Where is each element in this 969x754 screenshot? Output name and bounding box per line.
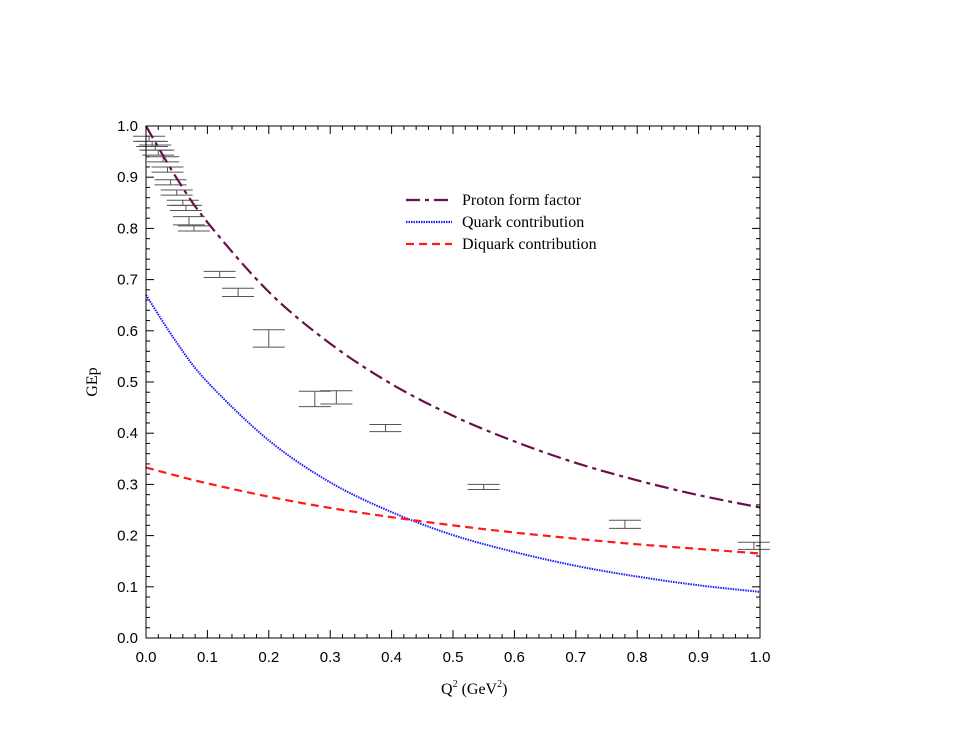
y-tick-label: 0.7 xyxy=(117,272,138,289)
data-point xyxy=(298,390,331,408)
legend-label: Diquark contribution xyxy=(462,236,597,253)
legend: Proton form factor Quark contribution Diqu… xyxy=(406,192,597,253)
data-point xyxy=(133,135,166,142)
data-point xyxy=(177,225,210,232)
x-tick-label: 0.3 xyxy=(320,649,341,666)
x-tick-label: 0.5 xyxy=(443,649,464,666)
data-point xyxy=(142,149,175,156)
data-point xyxy=(203,270,236,279)
x-tick-label: 0.1 xyxy=(197,649,218,666)
data-point xyxy=(252,329,285,348)
data-point xyxy=(136,140,169,147)
x-tick-label: 0.9 xyxy=(688,649,709,666)
x-tick-label: 0.0 xyxy=(136,649,157,666)
y-tick-label: 0.8 xyxy=(117,220,138,237)
legend-label: Quark contribution xyxy=(462,214,584,231)
data-point xyxy=(139,144,172,151)
series-line xyxy=(145,466,761,555)
data-point xyxy=(320,390,353,405)
data-point xyxy=(608,519,641,529)
x-tick-label: 0.2 xyxy=(258,649,279,666)
y-tick-label: 0.9 xyxy=(117,169,138,186)
data-point xyxy=(172,216,205,226)
y-tick-label: 0.1 xyxy=(117,579,138,596)
x-tick-label: 1.0 xyxy=(750,649,771,666)
y-tick-label: 0.5 xyxy=(117,374,138,391)
y-axis-label: GEp xyxy=(84,367,101,396)
data-point xyxy=(222,287,255,297)
y-tick-label: 1.0 xyxy=(117,118,138,135)
y-tick-label: 0.0 xyxy=(117,630,138,647)
x-tick-label: 0.4 xyxy=(381,649,402,666)
y-tick-label: 0.4 xyxy=(117,425,138,442)
data-point xyxy=(154,179,187,186)
data-point xyxy=(467,483,500,491)
data-point xyxy=(169,204,202,211)
plot-frame xyxy=(145,125,761,639)
x-tick-label: 0.6 xyxy=(504,649,525,666)
legend-label: Proton form factor xyxy=(462,192,582,209)
data-point xyxy=(737,541,770,550)
data-point xyxy=(369,423,402,433)
x-tick-label: 0.7 xyxy=(565,649,586,666)
series-line xyxy=(145,294,761,593)
data-point xyxy=(160,189,193,196)
y-tick-label: 0.2 xyxy=(117,528,138,545)
y-tick-label: 0.6 xyxy=(117,323,138,340)
series-line xyxy=(145,125,761,509)
x-tick-label: 0.8 xyxy=(627,649,648,666)
y-tick-label: 0.3 xyxy=(117,476,138,493)
x-axis-label: Q2 (GeV2) xyxy=(441,679,507,698)
data-point xyxy=(151,166,184,173)
